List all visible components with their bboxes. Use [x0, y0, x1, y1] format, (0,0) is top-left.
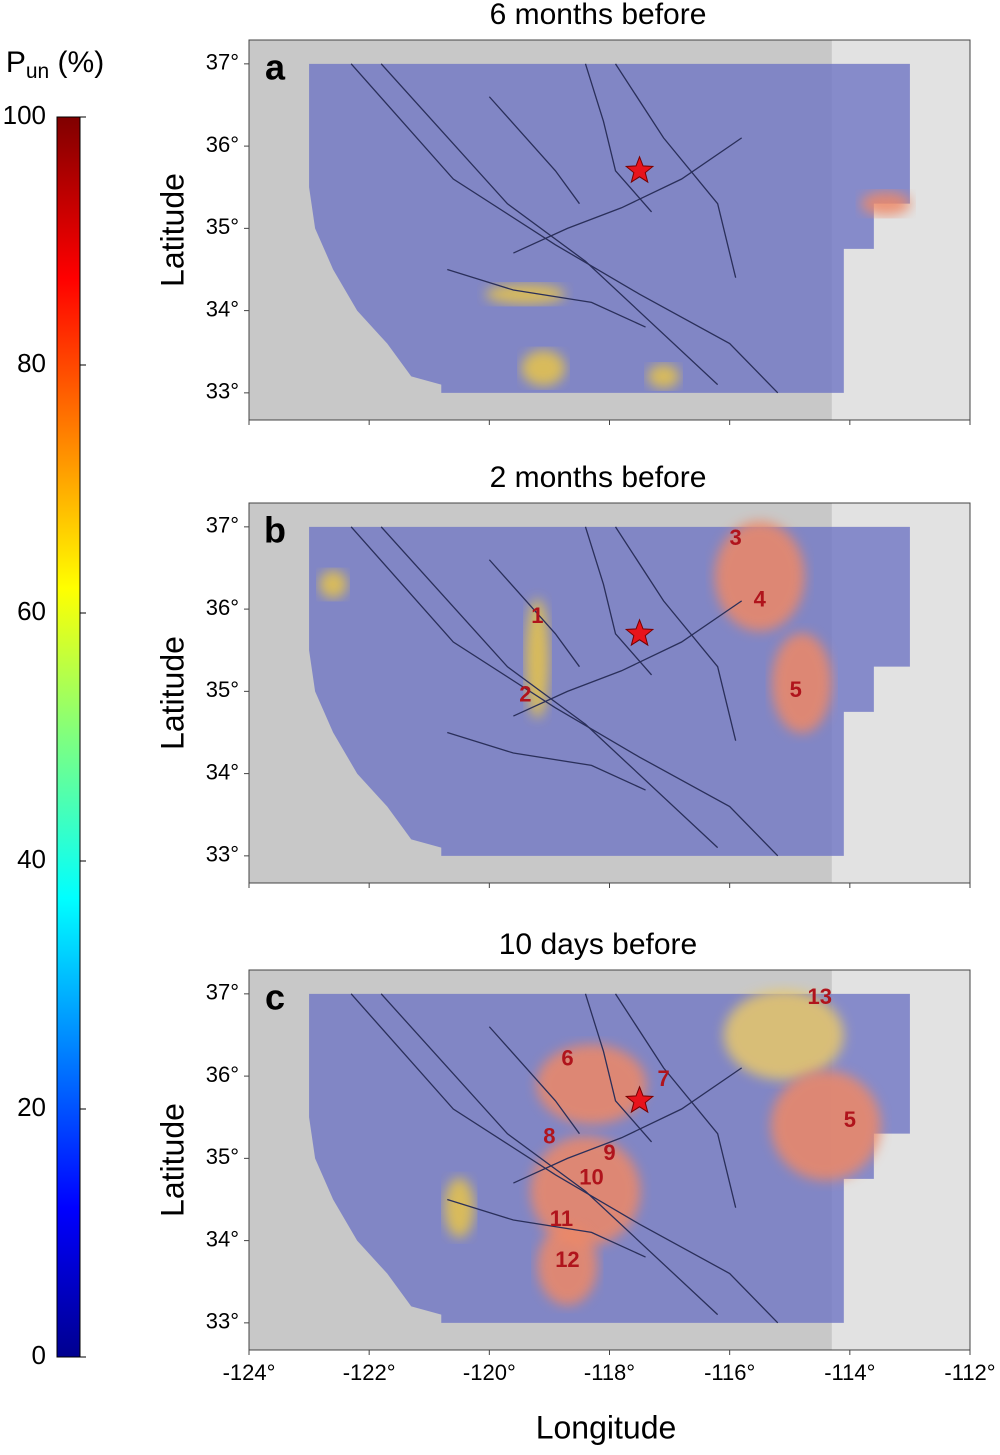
- region-label: 5: [844, 1107, 856, 1132]
- y-tick-label: 33°: [206, 842, 239, 867]
- fault-line: [488, 559, 580, 668]
- colorbar-label: Pun (%): [6, 46, 104, 83]
- y-tick-label: 34°: [206, 1226, 239, 1251]
- hotspot: [319, 570, 348, 599]
- hotspot: [723, 989, 844, 1080]
- fault-line: [447, 268, 646, 328]
- region-label: 3: [730, 525, 742, 550]
- fault-line: [513, 600, 743, 717]
- y-tick-label: 36°: [206, 132, 239, 157]
- map-panel: [248, 39, 971, 421]
- symbol: P: [6, 46, 26, 79]
- coverage-area: [309, 63, 910, 393]
- fault-line: [380, 63, 719, 386]
- fault-line: [584, 993, 653, 1143]
- y-tick-label: 35°: [206, 214, 239, 239]
- y-tick-label: 35°: [206, 677, 239, 702]
- panel-title: 6 months before: [490, 0, 707, 31]
- panel-letter: a: [265, 47, 286, 88]
- x-axis-label: Longitude: [536, 1409, 677, 1445]
- epicenter-star: [624, 618, 655, 647]
- y-tick-label: 37°: [206, 513, 239, 538]
- fault-line: [513, 1067, 743, 1184]
- x-tick-label: -116°: [704, 1360, 755, 1385]
- colorbar-tick-label: 20: [17, 1092, 46, 1122]
- colorbar-tick-label: 100: [3, 100, 46, 130]
- epicenter-star: [624, 155, 655, 184]
- hotspot: [525, 598, 550, 719]
- map-panel: [248, 502, 971, 884]
- colorbar-tick-label: 60: [17, 596, 46, 626]
- y-tick-label: 36°: [206, 595, 239, 620]
- hotspot: [771, 633, 832, 734]
- y-tick-label: 34°: [206, 759, 239, 784]
- map-panel: [248, 969, 971, 1351]
- region-label: 12: [555, 1247, 579, 1272]
- x-tick-label: -120°: [463, 1360, 516, 1385]
- region-label: 9: [603, 1140, 615, 1165]
- region-label: 8: [543, 1124, 555, 1149]
- fault-line: [584, 63, 653, 213]
- colorbar-tick-label: 0: [32, 1340, 46, 1370]
- fault-line: [380, 526, 719, 849]
- fault-line: [447, 731, 646, 791]
- hotspot: [647, 364, 680, 389]
- x-tick-label: -112°: [944, 1360, 995, 1385]
- region-label: 6: [561, 1045, 573, 1070]
- y-tick-label: 35°: [206, 1144, 239, 1169]
- x-tick-label: -122°: [343, 1360, 396, 1385]
- fault-line: [350, 993, 779, 1324]
- colorbar-tick-label: 40: [17, 844, 46, 874]
- y-axis-label: Latitude: [154, 636, 190, 750]
- y-tick-label: 33°: [206, 379, 239, 404]
- epicenter-star: [624, 1085, 655, 1114]
- fault-line: [350, 63, 779, 394]
- hotspot: [536, 1044, 647, 1125]
- hotspot: [485, 284, 566, 305]
- panel-title: 2 months before: [490, 461, 707, 494]
- hotspot: [444, 1177, 475, 1238]
- colorbar-tick-label: 80: [17, 348, 46, 378]
- y-tick-label: 33°: [206, 1309, 239, 1334]
- region-label: 5: [790, 677, 802, 702]
- region-label: 7: [657, 1066, 669, 1091]
- fault-line: [614, 993, 737, 1208]
- hotspot: [860, 191, 911, 216]
- subscript: un: [26, 60, 49, 83]
- y-tick-label: 36°: [206, 1062, 239, 1087]
- hotspot: [521, 350, 566, 387]
- colorbar: [56, 116, 81, 1358]
- hotspot: [537, 1225, 598, 1306]
- fault-line: [447, 1198, 646, 1258]
- x-tick-label: -114°: [824, 1360, 875, 1385]
- x-tick-label: -124°: [223, 1360, 276, 1385]
- fault-line: [584, 526, 653, 676]
- region-label: 1: [531, 603, 543, 628]
- region-label: 2: [519, 681, 531, 706]
- region-label: 13: [808, 984, 832, 1009]
- unit: (%): [58, 46, 105, 79]
- x-tick-label: -118°: [584, 1360, 635, 1385]
- fault-line: [488, 1026, 580, 1135]
- panel-letter: b: [264, 510, 286, 551]
- fault-line: [488, 96, 580, 205]
- region-label: 4: [754, 587, 767, 612]
- fault-line: [350, 526, 779, 857]
- y-tick-label: 37°: [206, 50, 239, 75]
- fault-line: [513, 137, 743, 254]
- region-label: 11: [550, 1206, 573, 1231]
- panel-title: 10 days before: [499, 928, 697, 961]
- panel-letter: c: [265, 977, 285, 1018]
- hotspot: [770, 1070, 881, 1181]
- y-axis-label: Latitude: [154, 173, 190, 287]
- y-tick-label: 34°: [206, 296, 239, 321]
- region-label: 10: [579, 1165, 603, 1190]
- fault-line: [614, 63, 737, 278]
- hotspot: [714, 521, 805, 632]
- fault-line: [614, 526, 737, 741]
- y-axis-label: Latitude: [154, 1103, 190, 1217]
- fault-line: [380, 993, 719, 1316]
- y-tick-label: 37°: [206, 980, 239, 1005]
